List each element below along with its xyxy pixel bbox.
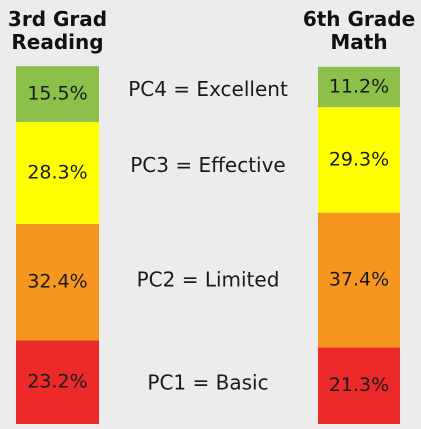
value-label: 29.3% (329, 148, 389, 170)
bar-segment (318, 347, 400, 424)
bar-segment (16, 121, 99, 224)
bar-segment (16, 66, 99, 122)
bar-segment (318, 107, 400, 213)
value-label: 11.2% (329, 76, 389, 98)
value-label: 15.5% (27, 83, 87, 105)
category-label: 3rd Grad Reading (7, 7, 108, 54)
bar-segment (16, 223, 99, 341)
legend-label: PC4 = Excellent (128, 77, 288, 101)
bar-segment (318, 66, 400, 108)
bar-segment (318, 212, 400, 348)
value-label: 23.2% (27, 371, 87, 393)
legend-label: PC2 = Limited (137, 268, 280, 292)
legend-label: PC3 = Effective (130, 153, 285, 177)
value-label: 32.4% (27, 271, 87, 293)
legend-label: PC1 = Basic (147, 370, 268, 394)
value-label: 21.3% (329, 374, 389, 396)
category-label: 6th Grade Math (302, 7, 416, 54)
value-label: 37.4% (329, 269, 389, 291)
value-label: 28.3% (27, 161, 87, 183)
bar-segment (16, 340, 99, 424)
